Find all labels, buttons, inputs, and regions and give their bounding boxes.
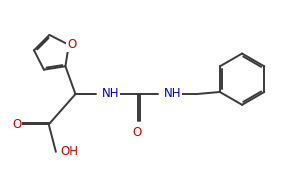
Text: NH: NH (164, 86, 181, 100)
Text: O: O (12, 118, 22, 131)
Text: NH: NH (102, 86, 120, 100)
Text: O: O (133, 126, 142, 139)
Text: OH: OH (61, 145, 79, 158)
Text: O: O (67, 38, 76, 51)
